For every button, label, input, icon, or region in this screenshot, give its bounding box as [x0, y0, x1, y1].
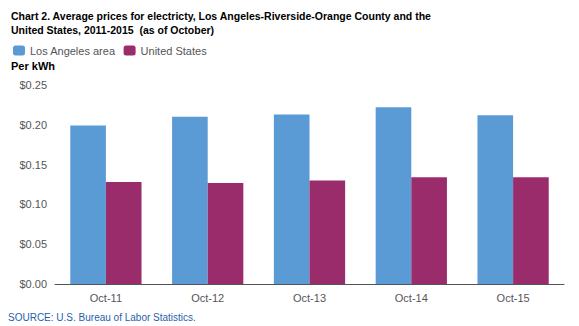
svg-text:Oct-15: Oct-15 — [497, 292, 530, 304]
svg-text:$0.25: $0.25 — [19, 79, 47, 91]
svg-text:$0.15: $0.15 — [19, 159, 47, 171]
svg-text:United States, 2011-2015 (as: United States, 2011-2015 (as of October) — [11, 24, 214, 36]
svg-text:$0.20: $0.20 — [19, 119, 47, 131]
svg-text:Oct-13: Oct-13 — [293, 292, 326, 304]
svg-text:$0.00: $0.00 — [19, 278, 47, 290]
svg-text:Oct-14: Oct-14 — [395, 292, 428, 304]
svg-text:Chart 2. Average prices for el: Chart 2. Average prices for electricty, … — [11, 10, 431, 22]
svg-text:United States: United States — [141, 45, 208, 57]
svg-text:Los Angeles area: Los Angeles area — [30, 45, 116, 57]
svg-text:$0.05: $0.05 — [19, 238, 47, 250]
svg-text:Oct-12: Oct-12 — [191, 292, 224, 304]
svg-text:$0.10: $0.10 — [19, 198, 47, 210]
svg-text:SOURCE: U.S. Bureau of Labor S: SOURCE: U.S. Bureau of Labor Statistics. — [8, 312, 196, 323]
svg-text:Oct-11: Oct-11 — [90, 292, 122, 304]
svg-text:Per kWh: Per kWh — [11, 60, 55, 72]
